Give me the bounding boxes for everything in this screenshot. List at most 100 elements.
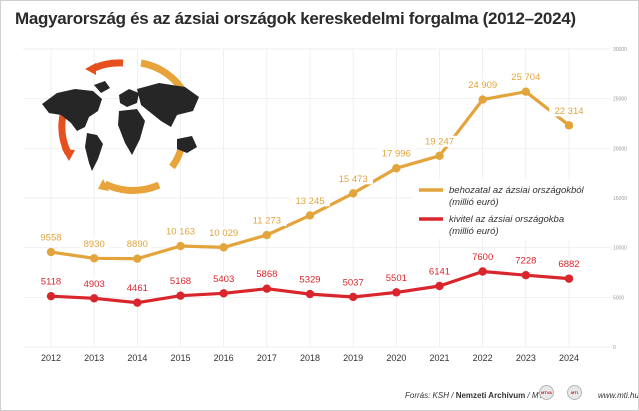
data-label-background bbox=[203, 227, 244, 239]
data-label-export: 6882 bbox=[558, 259, 579, 270]
data-point-export bbox=[305, 289, 315, 299]
continent-australia bbox=[177, 136, 197, 153]
data-label-export: 7600 bbox=[472, 252, 493, 263]
x-tick-label: 2016 bbox=[214, 353, 234, 363]
data-label-background bbox=[333, 173, 373, 185]
legend-background bbox=[413, 179, 609, 239]
data-point-import bbox=[133, 254, 142, 263]
continent-north-america bbox=[42, 89, 102, 131]
data-label-background bbox=[425, 265, 454, 277]
data-point-export bbox=[262, 284, 272, 293]
data-point-export bbox=[564, 274, 574, 283]
data-label-background bbox=[376, 148, 417, 160]
data-point-export bbox=[435, 281, 444, 291]
source-prefix: Forrás: KSH / bbox=[405, 391, 456, 400]
data-point-export bbox=[219, 289, 228, 298]
y-axis-tick-labels: 0 5000 10000 15000 20000 25000 30000 bbox=[613, 47, 627, 351]
data-label-export: 5168 bbox=[170, 276, 191, 287]
series-lines bbox=[46, 87, 574, 307]
x-tick-label: 2014 bbox=[127, 353, 147, 363]
data-label-background bbox=[382, 272, 411, 284]
data-label-import: 22 314 bbox=[554, 106, 583, 117]
continent-greenland bbox=[94, 81, 110, 93]
data-label-import: 10 163 bbox=[166, 227, 195, 238]
continent-europe bbox=[119, 89, 139, 107]
data-point-import bbox=[564, 121, 574, 130]
data-label-background bbox=[338, 276, 368, 288]
y-tick-label: 30000 bbox=[613, 47, 627, 53]
data-point-export bbox=[89, 294, 99, 303]
y-tick-label: 25000 bbox=[613, 97, 627, 103]
data-label-background bbox=[36, 276, 66, 288]
data-label-import: 15 473 bbox=[339, 174, 368, 185]
data-label-background bbox=[209, 273, 238, 285]
x-tick-label: 2024 bbox=[559, 353, 579, 363]
data-label-background bbox=[123, 238, 152, 250]
mtva-badge-icon: MTVA bbox=[539, 385, 554, 400]
data-label-import: 17 996 bbox=[382, 149, 411, 160]
ring-arrowhead-bottom bbox=[98, 179, 109, 191]
data-label-export: 5403 bbox=[213, 274, 234, 285]
x-tick-label: 2013 bbox=[84, 353, 104, 363]
world-map-decoration bbox=[42, 59, 199, 194]
data-point-export bbox=[176, 291, 185, 300]
data-point-import bbox=[219, 243, 228, 252]
data-label-background bbox=[295, 274, 325, 286]
data-point-import bbox=[521, 87, 531, 96]
ring-arrow-bottom bbox=[103, 180, 161, 194]
data-label-background bbox=[79, 278, 109, 290]
x-tick-label: 2018 bbox=[300, 353, 320, 363]
ring-arrowhead-left bbox=[62, 149, 75, 161]
legend-label-export: kivitel az ázsiai országokba bbox=[449, 214, 564, 225]
source-suffix: / MTI bbox=[525, 391, 546, 400]
data-point-export bbox=[478, 267, 487, 276]
legend-label-import-unit: (millió euró) bbox=[449, 197, 499, 208]
continent-africa bbox=[118, 109, 145, 155]
ring-arrow-top-left bbox=[90, 59, 124, 73]
y-tick-label: 15000 bbox=[613, 196, 627, 202]
data-point-import bbox=[46, 247, 56, 257]
x-tick-label: 2020 bbox=[386, 353, 406, 363]
legend: behozatal az ázsiai országokból (millió … bbox=[413, 179, 609, 239]
data-label-export: 5329 bbox=[299, 275, 320, 286]
x-tick-label: 2021 bbox=[429, 353, 449, 363]
data-label-import: 8930 bbox=[84, 239, 105, 250]
data-label-import: 11 273 bbox=[253, 216, 281, 227]
source-credit: Forrás: KSH / Nemzeti Archívum / MTI bbox=[405, 391, 546, 400]
data-label-import: 25 704 bbox=[511, 72, 540, 83]
data-label-background bbox=[247, 215, 287, 227]
y-tick-label: 10000 bbox=[613, 246, 627, 252]
data-label-background bbox=[511, 255, 541, 267]
chart-title: Magyarország és az ázsiai országok keres… bbox=[15, 9, 576, 28]
x-axis-tick-labels: 2012 2013 2014 2015 2016 2017 2018 2019 2020 2021… bbox=[41, 353, 579, 363]
data-point-import bbox=[89, 254, 99, 263]
data-label-import: 24 909 bbox=[468, 80, 497, 91]
y-tick-label: 0 bbox=[613, 345, 616, 351]
data-label-import: 8890 bbox=[127, 239, 148, 250]
continent-asia bbox=[137, 83, 199, 127]
x-tick-label: 2023 bbox=[516, 353, 536, 363]
data-label-import: 13 245 bbox=[295, 196, 324, 207]
x-tick-label: 2019 bbox=[343, 353, 363, 363]
data-label-background bbox=[36, 232, 66, 244]
world-map-icon bbox=[42, 81, 199, 171]
data-label-background bbox=[554, 258, 584, 270]
legend-label-import: behozatal az ázsiai országokból bbox=[449, 185, 585, 196]
website-url: www.mti.hu bbox=[598, 391, 639, 400]
legend-label-export-unit: (millió euró) bbox=[449, 226, 499, 237]
data-label-export: 7228 bbox=[515, 256, 536, 267]
data-point-export bbox=[133, 298, 142, 307]
data-point-import bbox=[262, 230, 272, 240]
source-archive: Nemzeti Archívum bbox=[455, 391, 526, 400]
data-label-background bbox=[468, 251, 497, 263]
x-tick-label: 2017 bbox=[257, 353, 277, 363]
data-point-export bbox=[348, 292, 358, 302]
ring-arrowhead-top-left bbox=[85, 63, 96, 75]
data-point-import bbox=[435, 151, 444, 161]
data-label-background bbox=[79, 238, 109, 250]
data-label-background bbox=[506, 71, 546, 83]
mti-badge-icon: MTI bbox=[567, 385, 582, 400]
data-label-import: 10 029 bbox=[209, 228, 238, 239]
